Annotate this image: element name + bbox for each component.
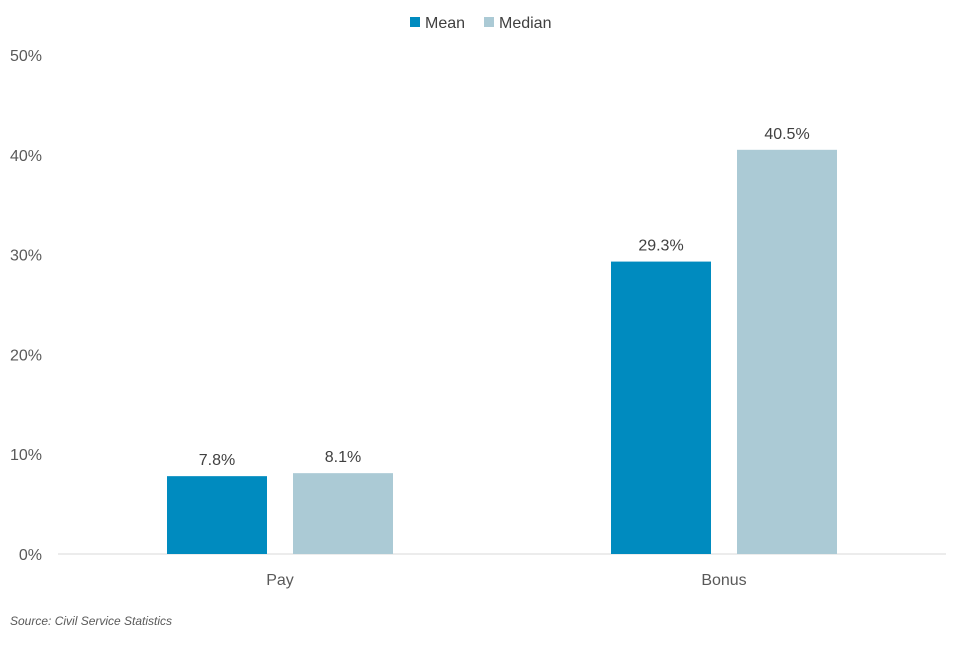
data-label: 8.1% (325, 449, 361, 466)
y-tick-label: 0% (19, 547, 42, 564)
legend-label-mean: Mean (425, 15, 465, 32)
y-tick-label: 40% (10, 148, 42, 165)
bar-mean-pay (167, 476, 267, 554)
source-note: Source: Civil Service Statistics (10, 614, 173, 628)
data-label: 7.8% (199, 452, 235, 469)
legend-label-median: Median (499, 15, 551, 32)
data-label: 40.5% (764, 126, 809, 143)
bar-mean-bonus (611, 261, 711, 554)
y-tick-label: 20% (10, 347, 42, 364)
y-tick-label: 10% (10, 447, 42, 464)
bar-median-pay (293, 473, 393, 554)
x-category-label: Bonus (701, 572, 746, 589)
y-tick-label: 30% (10, 248, 42, 265)
data-label: 29.3% (638, 238, 683, 255)
legend-swatch-median (484, 17, 494, 27)
y-tick-label: 50% (10, 48, 42, 65)
legend-swatch-mean (410, 17, 420, 27)
x-category-label: Pay (266, 572, 294, 589)
bar-median-bonus (737, 149, 837, 554)
